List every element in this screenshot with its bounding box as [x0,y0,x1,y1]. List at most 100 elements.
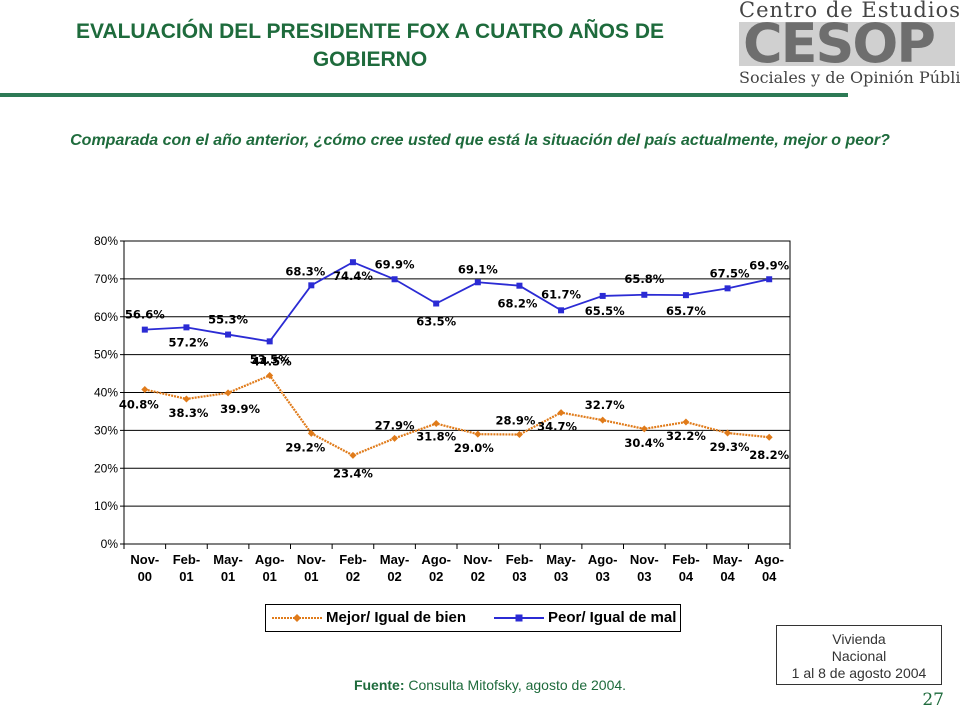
x-tick-label: Ago- 02 [421,552,451,584]
data-point-mejor [141,385,149,393]
data-point-peor [516,282,523,289]
data-label: 32.2% [666,429,706,443]
data-label: 69.9% [375,257,415,271]
data-point-peor [349,259,356,266]
x-tick-label: May- 04 [713,552,743,584]
x-tick-label-line: 04 [762,569,777,584]
sample-info-line: 1 al 8 de agosto 2004 [791,665,927,681]
x-tick-label: Nov- 02 [463,552,492,584]
x-tick-label: Nov- 00 [130,552,159,584]
data-label: 39.9% [220,402,260,416]
y-tick-label: 80% [94,234,118,248]
data-label: 38.3% [168,406,208,420]
y-tick-label: 70% [94,272,118,286]
x-tick-label-line: Ago- [754,552,784,567]
x-tick-label-line: 01 [221,569,235,584]
data-label: 68.3% [285,264,325,278]
x-tick-label: Ago- 04 [754,552,784,584]
data-point-mejor [640,425,648,433]
logo-band [739,22,955,66]
x-tick-label-line: 03 [554,569,568,584]
x-tick-label-line: Nov- [297,552,326,567]
x-tick-label-line: Feb- [506,552,533,567]
data-label: 29.2% [285,440,325,454]
data-point-mejor [515,431,523,439]
x-tick-label: Nov- 01 [297,552,326,584]
y-tick-label: 20% [94,461,118,475]
data-label: 74.4% [333,269,373,283]
x-tick-label-line: 00 [138,569,152,584]
data-label: 65.7% [666,304,706,318]
data-point-peor [266,338,273,345]
x-tick-label-line: 04 [679,569,694,584]
data-label: 29.3% [710,440,750,454]
y-tick-label: 10% [94,499,118,513]
legend-swatch-mejor [272,614,322,623]
data-label: 61.7% [541,287,581,301]
data-point-peor [599,292,606,299]
data-point-mejor [682,418,690,426]
x-tick-label-line: Ago- [588,552,618,567]
data-label: 65.8% [624,272,664,286]
data-label: 69.9% [749,258,789,272]
page-number: 27 [922,690,944,710]
x-tick-label: Feb- 04 [672,552,699,584]
x-tick-label: May- 02 [380,552,410,584]
data-point-peor [433,300,440,307]
data-point-peor [308,282,315,289]
data-point-peor [183,324,190,331]
data-point-peor [141,326,148,333]
data-label: 29.0% [454,441,494,455]
data-label: 28.9% [495,414,535,428]
x-tick-label: Ago- 03 [588,552,618,584]
sample-info-line: Nacional [831,648,887,664]
x-tick-label-line: 04 [720,569,735,584]
data-point-mejor [182,395,190,403]
x-tick-label-line: Ago- [421,552,451,567]
cesop-logo: Centro de Estudios CESOP Sociales y de O… [735,0,960,95]
x-tick-label-line: May- [380,552,410,567]
source-text: Consulta Mitofsky, agosto de 2004. [404,677,627,693]
data-point-mejor [599,416,607,424]
data-point-peor [724,285,731,292]
data-label: 55.3% [208,313,248,327]
data-label: 53.5% [250,352,290,366]
page-title: EVALUACIÓN DEL PRESIDENTE FOX A CUATRO A… [75,20,665,71]
y-tick-label: 0% [101,537,119,551]
data-point-mejor [474,430,482,438]
x-tick-label-line: 02 [429,569,443,584]
data-point-mejor [307,429,315,437]
data-label: 40.8% [119,397,159,411]
data-label: 68.2% [497,297,537,311]
x-tick-label-line: Nov- [630,552,659,567]
x-tick-label-line: 01 [179,569,193,584]
data-point-peor [391,276,398,283]
x-tick-label-line: Feb- [672,552,699,567]
data-label: 31.8% [416,430,456,444]
x-tick-label-line: 03 [637,569,651,584]
data-label: 57.2% [168,335,208,349]
x-tick-label: Ago- 01 [255,552,285,584]
legend-item-peor: Peor/ Igual de mal [494,609,676,626]
x-tick-label-line: May- [546,552,576,567]
data-point-mejor [266,371,274,379]
y-tick-label: 60% [94,310,118,324]
data-point-peor [641,291,648,298]
y-tick-label: 40% [94,386,118,400]
series-line-peor [144,261,770,343]
data-point-peor [682,292,689,299]
data-label: 28.2% [749,448,789,462]
x-tick-label-line: Ago- [255,552,285,567]
source-note: Fuente: Consulta Mitofsky, agosto de 200… [250,677,730,693]
data-point-mejor [724,429,732,437]
data-label: 65.5% [585,304,625,318]
logo-wordmark: CESOP [743,12,936,75]
x-tick-label-line: 02 [387,569,401,584]
logo-top-text: Centro de Estudios [739,0,960,22]
y-tick-label: 50% [94,348,118,362]
data-label: 67.5% [710,266,750,280]
x-tick-label: May- 01 [213,552,243,584]
data-point-mejor [224,389,232,397]
logo-bottom-text: Sociales y de Opinión Pública [739,68,960,87]
